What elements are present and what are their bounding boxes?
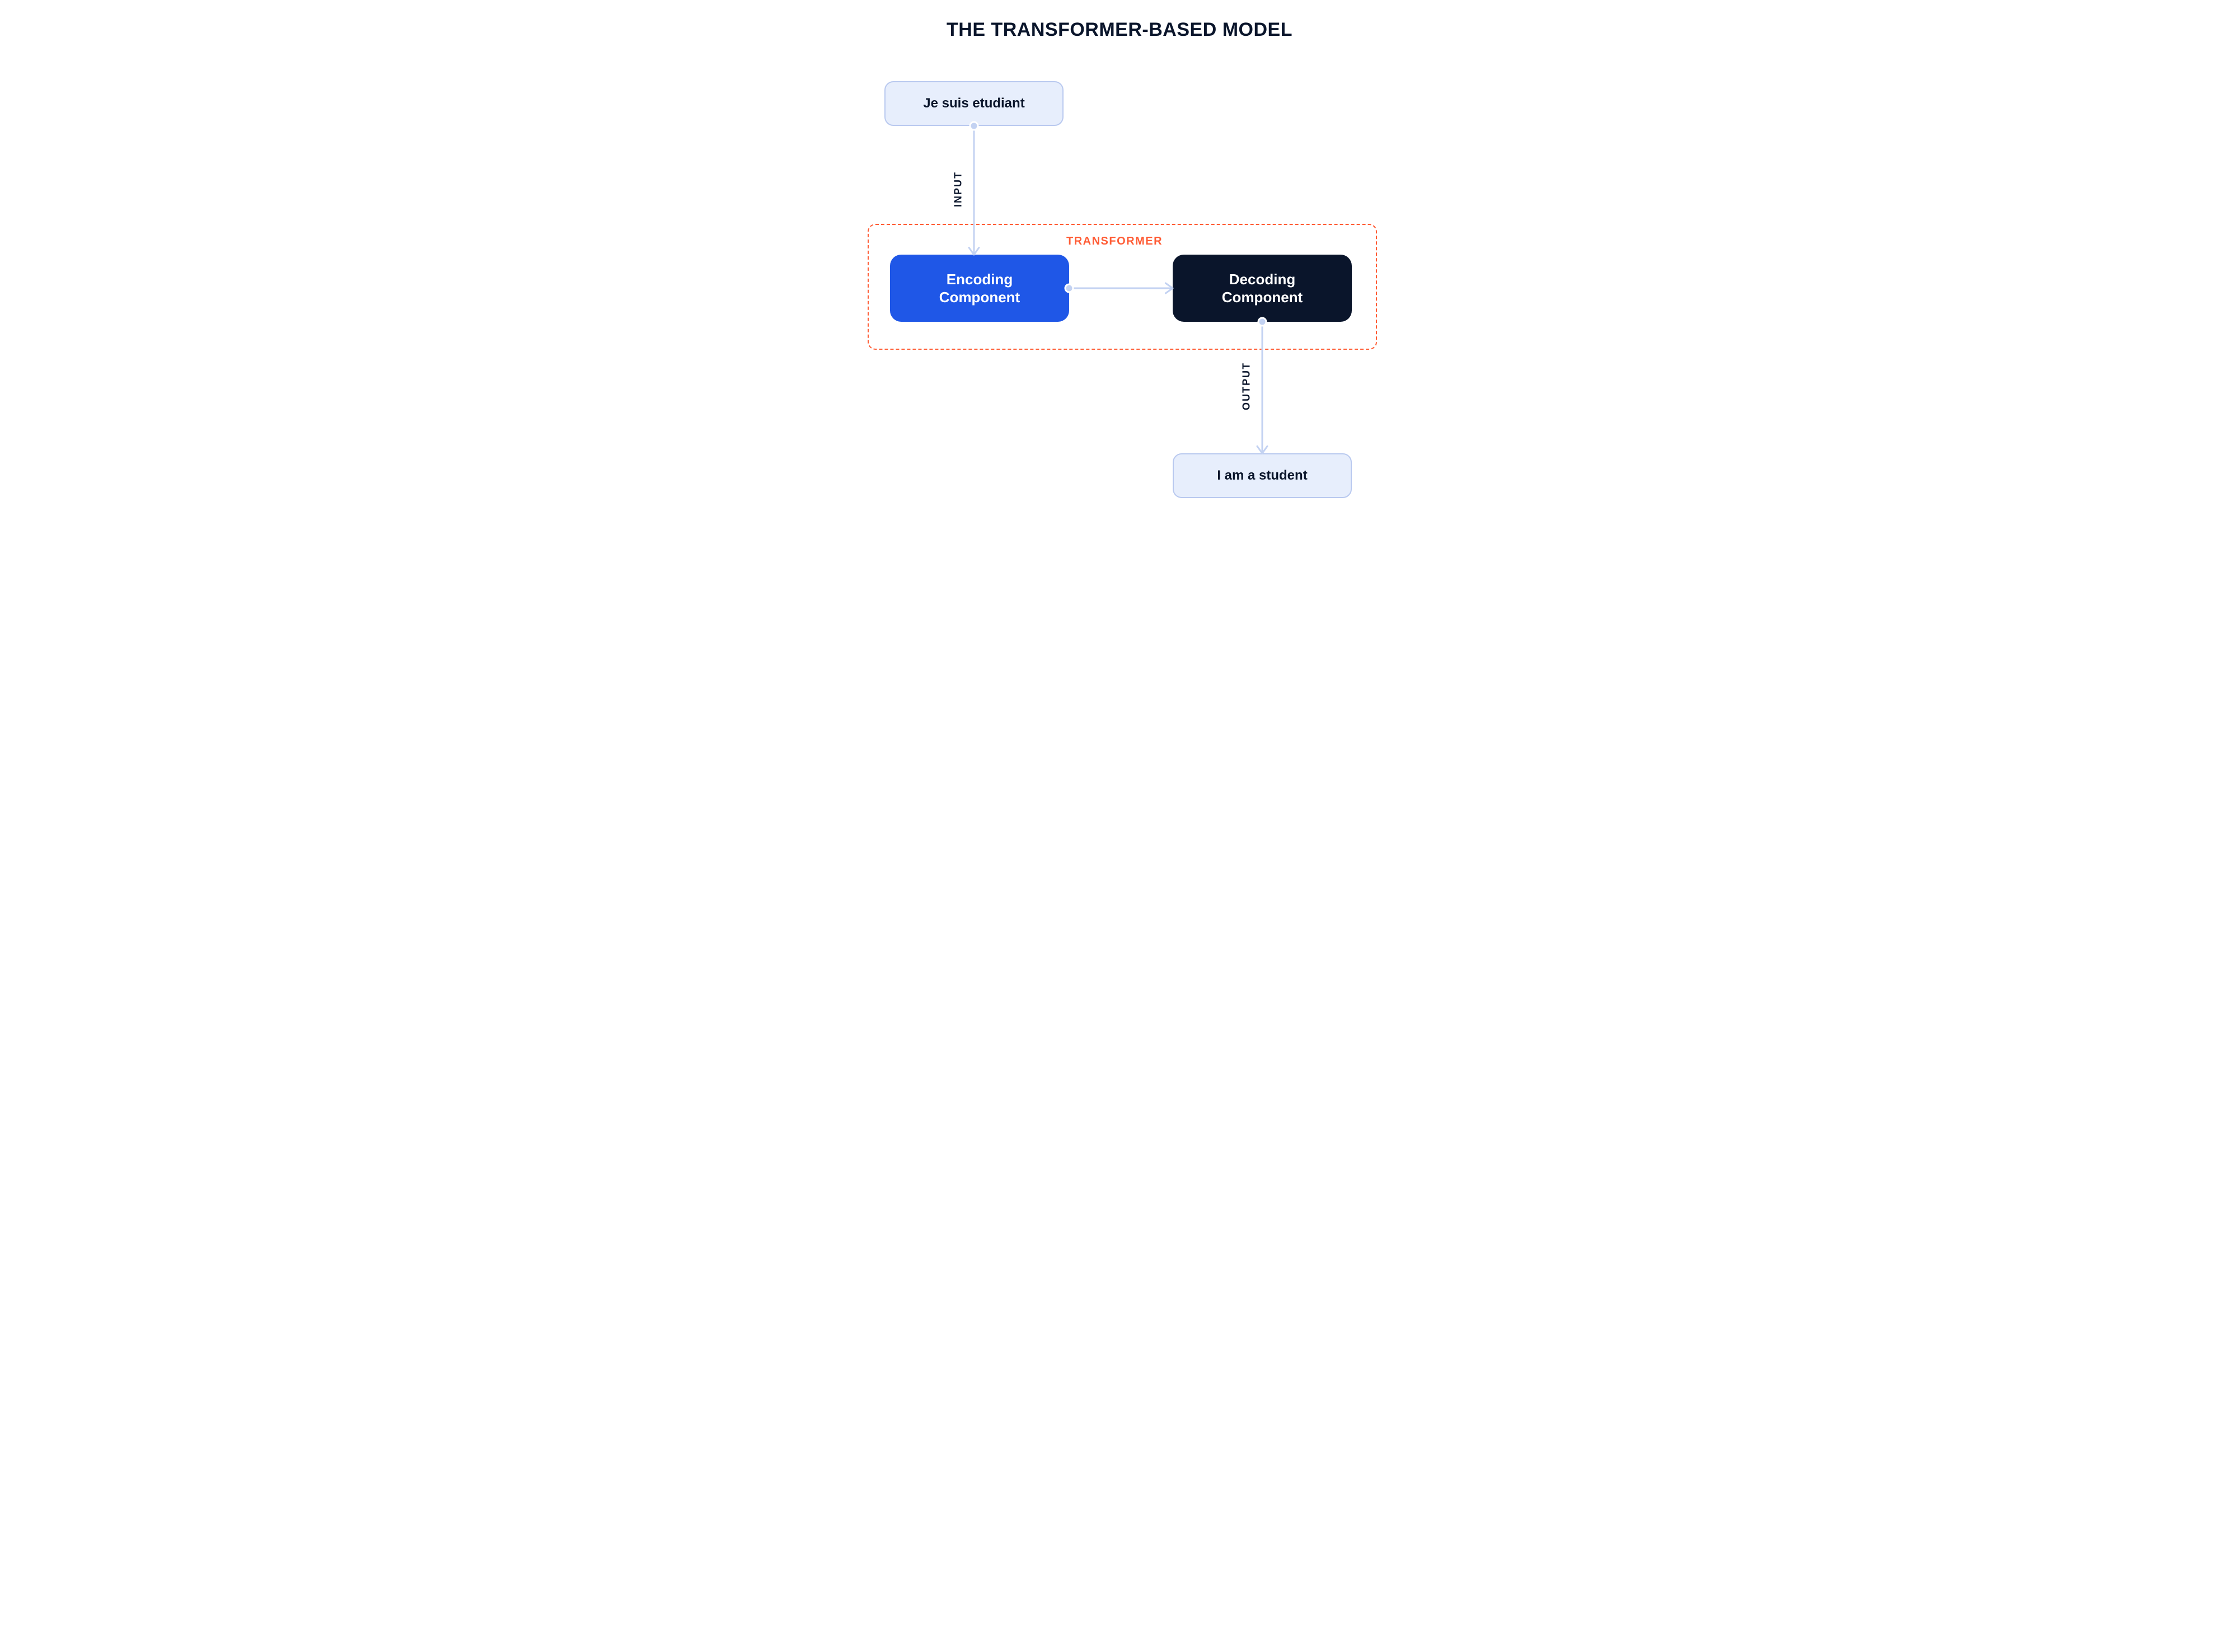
diagram-canvas: THE TRANSFORMER-BASED MODEL TRANSFORMER … [761,0,1478,529]
output-edge-label: OUTPUT [1241,362,1253,410]
decoder-node: DecodingComponent [1173,255,1352,322]
diagram-title: THE TRANSFORMER-BASED MODEL [761,19,1478,41]
encoder-node: EncodingComponent [890,255,1069,322]
transformer-label: TRANSFORMER [1066,235,1163,248]
output-node: I am a student [1173,453,1352,498]
input-edge-label: INPUT [953,171,964,207]
input-node: Je suis etudiant [884,81,1064,126]
